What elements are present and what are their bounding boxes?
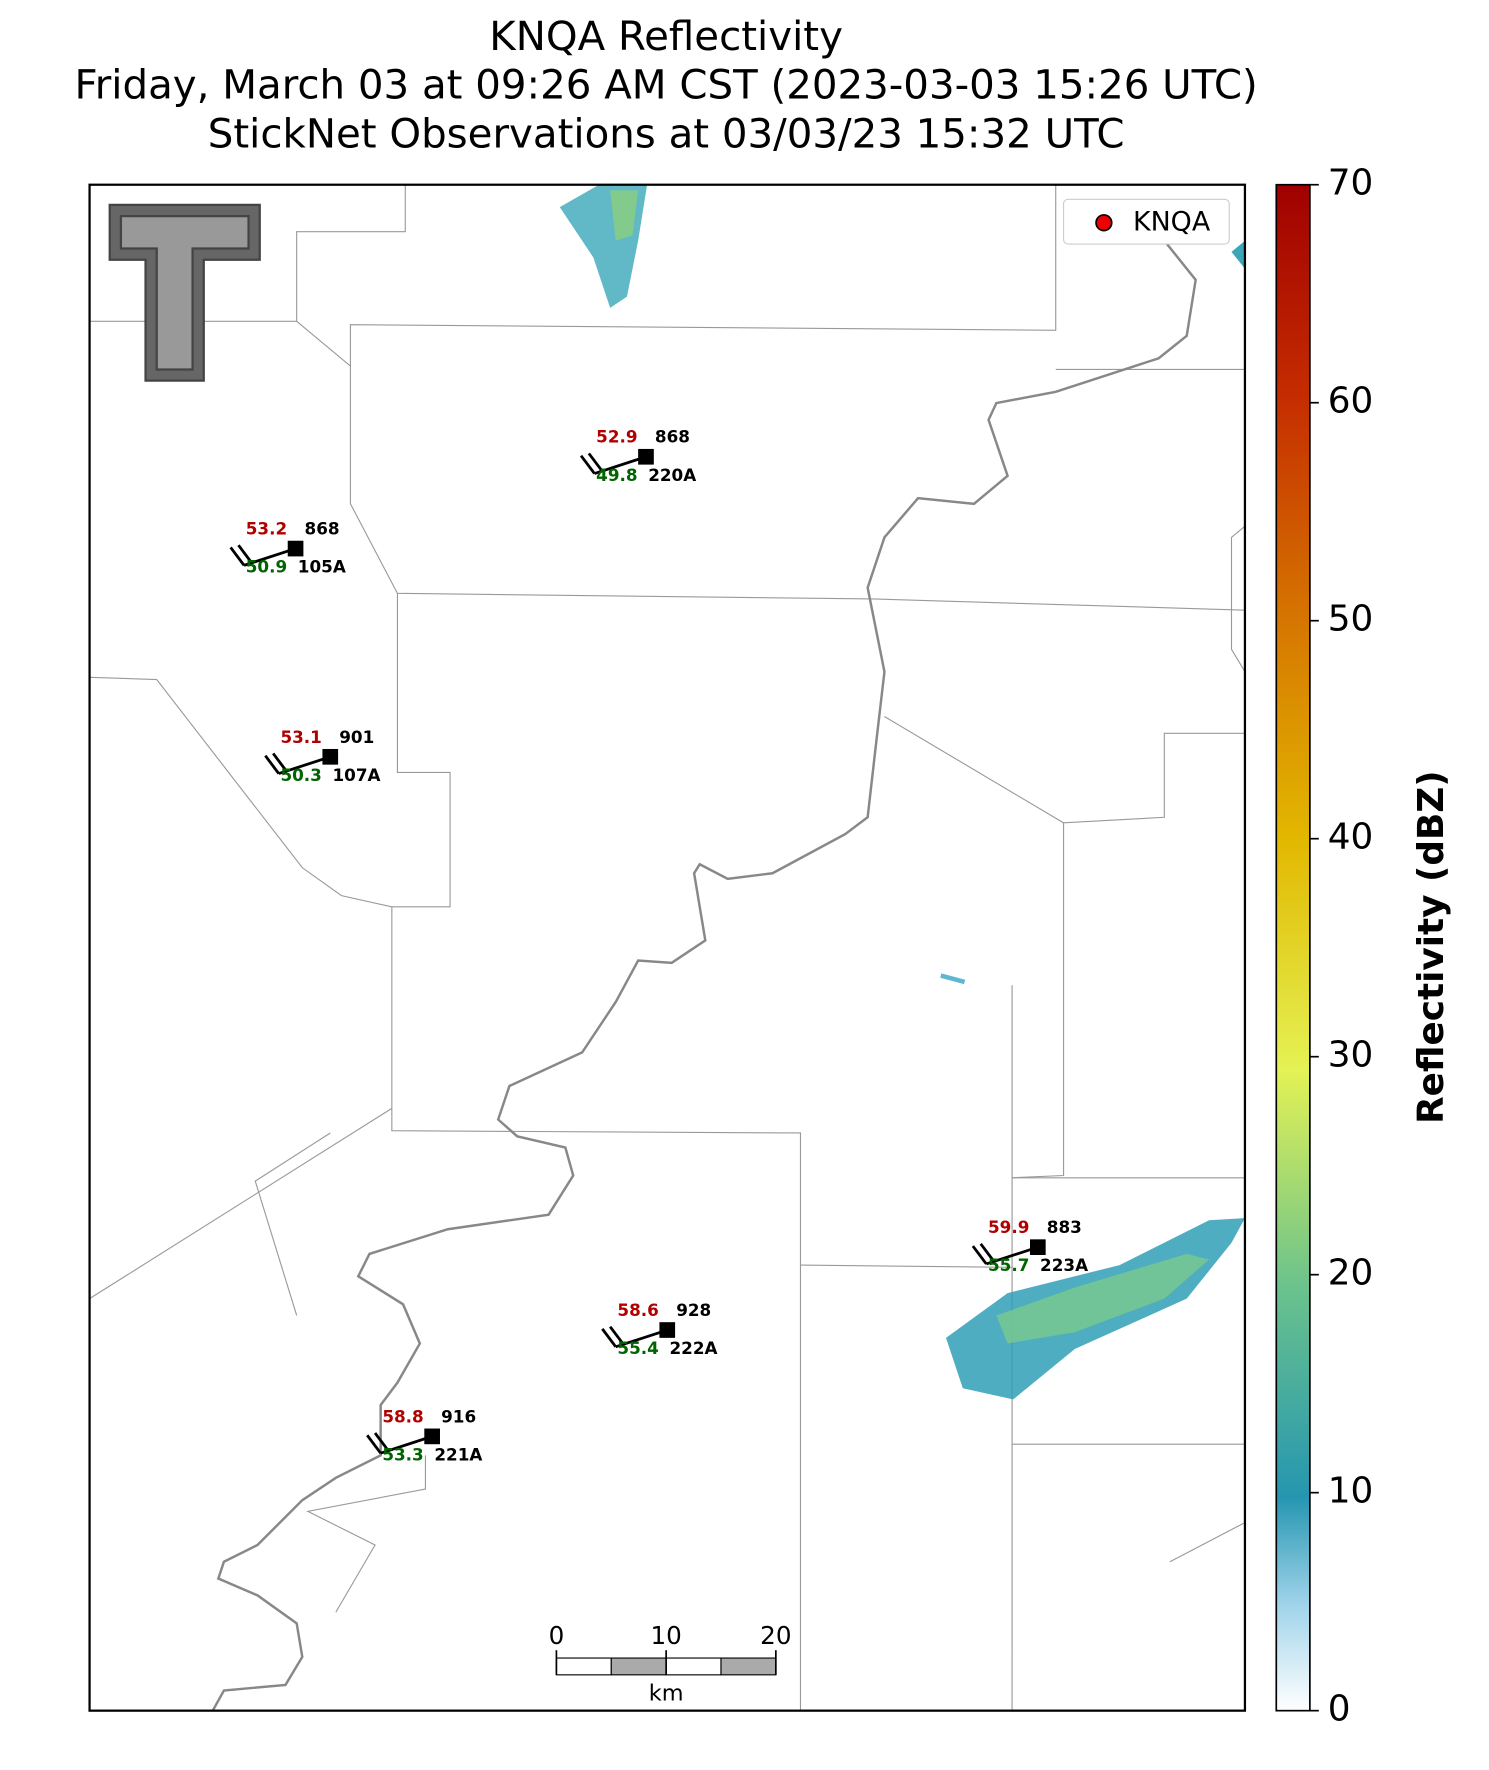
colorbar-tick-label: 50 bbox=[1328, 599, 1374, 640]
legend-marker bbox=[1095, 214, 1113, 232]
county-lines bbox=[89, 184, 1245, 1711]
dewpoint: 50.3 bbox=[280, 765, 321, 785]
scale-bar: km 0 10 20 bbox=[549, 1621, 792, 1707]
station-id: 107A bbox=[333, 765, 381, 785]
temperature: 58.6 bbox=[617, 1300, 658, 1320]
station-id: 222A bbox=[669, 1338, 717, 1358]
station-marker bbox=[659, 1322, 676, 1338]
dewpoint: 53.3 bbox=[382, 1444, 423, 1464]
colorbar-tick-label: 60 bbox=[1328, 381, 1374, 422]
station-id: 220A bbox=[648, 465, 696, 485]
temperature: 59.9 bbox=[988, 1217, 1029, 1237]
wind-barb bbox=[243, 547, 296, 567]
subtitle: StickNet Observations at 03/03/23 15:32 … bbox=[208, 111, 1125, 158]
wind-barb-flag bbox=[229, 546, 246, 567]
colorbar-tick-label: 70 bbox=[1328, 163, 1374, 204]
colorbar-tick-label: 0 bbox=[1328, 1689, 1351, 1730]
legend-box bbox=[1063, 198, 1230, 245]
dewpoint: 49.8 bbox=[596, 465, 637, 485]
map: 52.9 868 49.8 220A 53.2 868 50.9 105A 53.1 901 50.… bbox=[89, 184, 1245, 1711]
station: 52.9 868 49.8 220A bbox=[579, 427, 696, 485]
title: KNQA Reflectivity bbox=[489, 13, 843, 60]
station-marker bbox=[424, 1428, 440, 1445]
river bbox=[211, 239, 1197, 1711]
colorbar-ticks: 0 10 20 30 40 50 60 70 bbox=[1309, 163, 1374, 1730]
radar-echoes bbox=[559, 184, 1245, 1400]
pressure: 901 bbox=[339, 727, 374, 747]
pressure: 868 bbox=[655, 427, 690, 447]
scale-tick-label: 10 bbox=[650, 1621, 681, 1650]
scale-segment bbox=[610, 1657, 667, 1676]
temperature: 53.1 bbox=[280, 727, 321, 747]
station-id: 221A bbox=[434, 1444, 482, 1464]
temperature: 53.2 bbox=[246, 519, 287, 539]
wind-barb-flag bbox=[373, 1432, 390, 1452]
station-plots: 52.9 868 49.8 220A 53.2 868 50.9 105A 53.1 901 50.… bbox=[229, 427, 1088, 1464]
station-marker bbox=[1029, 1239, 1046, 1256]
station-marker bbox=[287, 540, 304, 557]
colorbar bbox=[1275, 183, 1311, 1712]
wind-barb-flag bbox=[979, 1242, 996, 1263]
pressure: 868 bbox=[305, 519, 340, 539]
wind-barb bbox=[985, 1245, 1039, 1266]
temperature: 52.9 bbox=[596, 427, 637, 447]
subtitle: Friday, March 03 at 09:26 AM CST (2023-0… bbox=[74, 61, 1257, 108]
dewpoint: 55.7 bbox=[988, 1255, 1029, 1275]
colorbar-label: Reflectivity (dBZ) bbox=[1411, 770, 1452, 1124]
scale-unit: km bbox=[649, 1680, 684, 1706]
scale-segment bbox=[720, 1657, 777, 1676]
wind-barb-flag bbox=[587, 452, 604, 473]
station-id: 223A bbox=[1040, 1255, 1088, 1275]
colorbar-tick-label: 40 bbox=[1328, 817, 1374, 858]
station: 59.9 883 55.7 223A bbox=[971, 1217, 1088, 1275]
wind-barb-flag bbox=[601, 1328, 617, 1348]
logo bbox=[108, 203, 261, 382]
station: 58.6 928 55.4 222A bbox=[601, 1300, 718, 1358]
wind-barb-flag bbox=[366, 1434, 382, 1455]
legend-label: KNQA bbox=[1133, 206, 1211, 237]
station-marker bbox=[638, 448, 654, 465]
legend: KNQA bbox=[1063, 198, 1230, 245]
dewpoint: 55.4 bbox=[617, 1338, 658, 1358]
scale-tick-label: 20 bbox=[760, 1621, 791, 1650]
wind-barb-flag bbox=[272, 752, 288, 773]
wind-barb bbox=[615, 1328, 668, 1349]
colorbar-tick-label: 20 bbox=[1328, 1253, 1374, 1294]
station-marker bbox=[322, 748, 339, 765]
wind-barb-flag bbox=[971, 1245, 988, 1265]
pressure: 916 bbox=[441, 1406, 476, 1426]
dewpoint: 50.9 bbox=[246, 557, 287, 577]
station: 58.8 916 53.3 221A bbox=[366, 1406, 482, 1464]
wind-barb-flag bbox=[609, 1325, 625, 1346]
station: 53.2 868 50.9 105A bbox=[229, 519, 346, 577]
wind-barb bbox=[594, 455, 647, 475]
temperature: 58.8 bbox=[382, 1406, 423, 1426]
wind-barb-flag bbox=[579, 454, 596, 475]
station: 53.1 901 50.3 107A bbox=[264, 727, 381, 785]
colorbar-tick-label: 10 bbox=[1328, 1471, 1374, 1512]
wind-barb-flag bbox=[264, 754, 280, 775]
scale-segment bbox=[665, 1657, 722, 1676]
colorbar-tick-label: 30 bbox=[1328, 1035, 1374, 1076]
pressure: 928 bbox=[676, 1300, 711, 1320]
scale-tick-label: 0 bbox=[549, 1621, 565, 1650]
pressure: 883 bbox=[1047, 1217, 1082, 1237]
station-id: 105A bbox=[298, 557, 346, 577]
map-frame bbox=[88, 183, 1247, 1712]
wind-barb-flag bbox=[237, 544, 254, 564]
scale-segment bbox=[555, 1657, 612, 1676]
